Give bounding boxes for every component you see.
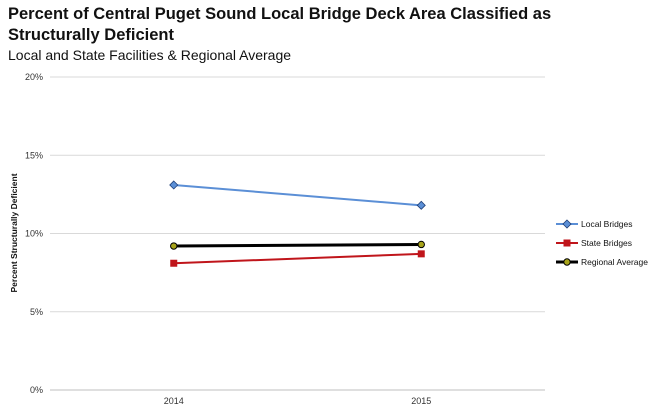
circle-marker: [563, 257, 571, 266]
y-tick-label: 5%: [30, 307, 43, 317]
y-tick-label: 15%: [25, 150, 43, 160]
square-marker: [170, 259, 178, 267]
circle-marker: [170, 242, 178, 250]
series-line: [173, 252, 422, 265]
y-tick-label: 10%: [25, 229, 43, 239]
square-marker: [563, 239, 571, 246]
circle-marker: [417, 240, 425, 249]
x-tick-label: 2014: [164, 396, 184, 406]
legend-swatch: [556, 218, 578, 229]
diamond-marker: [562, 218, 572, 229]
legend-item: Local Bridges: [556, 214, 648, 233]
y-tick-label: 20%: [25, 72, 43, 82]
y-tick-label: 0%: [30, 385, 43, 395]
x-tick-label: 2015: [411, 396, 431, 406]
grid-layer: [50, 76, 545, 391]
chart-title: Percent of Central Puget Sound Local Bri…: [8, 5, 552, 44]
series-state-bridges: [170, 250, 425, 267]
legend-item: Regional Average: [556, 252, 648, 271]
legend-item: State Bridges: [556, 233, 648, 252]
legend-label: Regional Average: [581, 256, 648, 267]
series-line: [173, 183, 422, 207]
series-regional-average: [170, 240, 425, 250]
legend-label: State Bridges: [581, 237, 633, 248]
series-line: [173, 242, 422, 248]
axis-layer: 0% 5% 10% 15% 20% 2014 2015: [25, 72, 431, 406]
diamond-marker: [416, 200, 426, 210]
legend: Local Bridges State Bridges Regional Avera…: [556, 214, 648, 271]
diamond-marker: [169, 180, 179, 190]
square-marker: [417, 250, 425, 258]
y-axis-label: Percent Structurally Deficient: [9, 173, 19, 292]
series-layer: [169, 180, 426, 267]
series-local-bridges: [169, 180, 426, 210]
chart-subtitle: Local and State Facilities & Regional Av…: [8, 47, 292, 63]
legend-label: Local Bridges: [581, 218, 633, 229]
legend-swatch: [556, 239, 578, 246]
legend-swatch: [556, 257, 578, 266]
